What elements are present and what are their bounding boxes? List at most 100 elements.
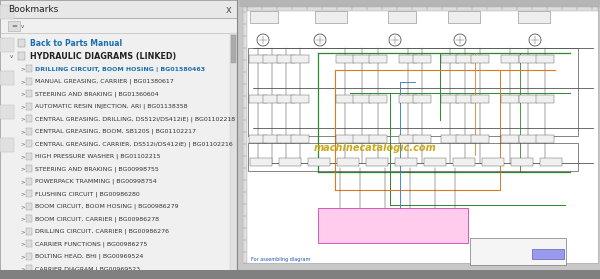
Bar <box>353 55 371 63</box>
Text: HIGH PRESSURE WASHER | BG01102215: HIGH PRESSURE WASHER | BG01102215 <box>35 154 161 159</box>
Bar <box>456 95 474 103</box>
Circle shape <box>257 34 269 46</box>
Bar <box>26 65 32 72</box>
Bar <box>399 135 417 143</box>
Bar <box>337 158 359 166</box>
Text: machinecatalogic.com: machinecatalogic.com <box>314 143 436 153</box>
Bar <box>243 7 598 263</box>
Text: >: > <box>20 254 25 259</box>
Bar <box>353 95 371 103</box>
Bar <box>399 95 417 103</box>
Bar <box>366 158 388 166</box>
Text: v: v <box>20 23 23 28</box>
Bar <box>336 95 354 103</box>
Bar <box>243 7 598 11</box>
Bar <box>413 135 431 143</box>
Text: Back to Parts Manual: Back to Parts Manual <box>30 39 122 47</box>
Text: >: > <box>20 266 25 271</box>
Text: =: = <box>11 23 17 29</box>
Text: >: > <box>20 167 25 172</box>
Bar <box>26 177 32 184</box>
Bar <box>8 21 20 31</box>
Bar <box>291 55 309 63</box>
Bar <box>471 135 489 143</box>
Text: STEERING AND BRAKING | BG01360604: STEERING AND BRAKING | BG01360604 <box>35 91 158 97</box>
Bar <box>536 95 554 103</box>
Text: >: > <box>20 204 25 209</box>
Bar <box>249 135 267 143</box>
Bar <box>536 55 554 63</box>
Bar <box>248 48 578 136</box>
Circle shape <box>454 34 466 46</box>
Bar <box>26 78 32 85</box>
Text: BOLTING HEAD, BHI | BG00969524: BOLTING HEAD, BHI | BG00969524 <box>35 254 143 259</box>
Bar <box>26 265 32 272</box>
Text: >: > <box>20 104 25 109</box>
Text: >: > <box>20 191 25 196</box>
Bar <box>26 102 32 109</box>
Bar <box>453 158 475 166</box>
Bar <box>519 95 537 103</box>
Bar <box>231 35 236 63</box>
Bar <box>501 135 519 143</box>
Circle shape <box>529 34 541 46</box>
Text: CARRIER DIAGRAM | BG00969523: CARRIER DIAGRAM | BG00969523 <box>35 266 140 272</box>
Bar <box>26 140 32 147</box>
Bar <box>26 153 32 160</box>
Text: FLUSHING CIRCUIT | BG00986280: FLUSHING CIRCUIT | BG00986280 <box>35 191 140 197</box>
Text: AUTOMATIC RESIN INJECTION, ARI | BG01138358: AUTOMATIC RESIN INJECTION, ARI | BG01138… <box>35 104 187 109</box>
Circle shape <box>389 34 401 46</box>
Text: POWERPACK TRAMMING | BG00998754: POWERPACK TRAMMING | BG00998754 <box>35 179 157 184</box>
Text: DRILLING CIRCUIT, BOOM HOSING | BG01580463: DRILLING CIRCUIT, BOOM HOSING | BG015804… <box>35 66 205 71</box>
Text: >: > <box>20 66 25 71</box>
Text: For assembling diagram: For assembling diagram <box>251 258 310 263</box>
Bar <box>395 158 417 166</box>
Bar <box>424 158 446 166</box>
Bar <box>315 11 347 23</box>
Text: >: > <box>20 154 25 159</box>
Bar <box>26 252 32 259</box>
Bar <box>291 135 309 143</box>
Text: Bookmarks: Bookmarks <box>8 6 58 15</box>
Text: v: v <box>10 54 13 59</box>
Bar <box>0 5 14 19</box>
Text: CENTRAL GREASING, BOOM, SB120S | BG01102217: CENTRAL GREASING, BOOM, SB120S | BG01102… <box>35 129 196 134</box>
Bar <box>230 33 237 279</box>
Bar <box>308 158 330 166</box>
Bar <box>518 11 550 23</box>
Bar <box>482 158 504 166</box>
Bar <box>536 135 554 143</box>
Bar <box>471 95 489 103</box>
Text: x: x <box>226 5 232 15</box>
Text: >: > <box>20 141 25 146</box>
Text: DRILLING CIRCUIT, CARRIER | BG00986276: DRILLING CIRCUIT, CARRIER | BG00986276 <box>35 229 169 234</box>
Bar <box>369 135 387 143</box>
Bar <box>18 52 25 60</box>
Bar <box>441 55 459 63</box>
Bar <box>336 55 354 63</box>
Bar <box>471 55 489 63</box>
Bar <box>456 55 474 63</box>
Bar <box>277 135 295 143</box>
Bar <box>0 0 237 279</box>
Bar <box>26 215 32 222</box>
Bar <box>26 128 32 134</box>
Bar <box>250 158 272 166</box>
Text: >: > <box>20 242 25 247</box>
Text: >: > <box>20 117 25 121</box>
Bar <box>243 7 247 263</box>
Bar <box>501 55 519 63</box>
Bar <box>277 55 295 63</box>
Bar <box>0 71 14 85</box>
Text: CENTRAL GREASING, CARRIER, DS512i/DS412iE) | BG01102216: CENTRAL GREASING, CARRIER, DS512i/DS412i… <box>35 141 233 147</box>
Bar <box>248 143 578 171</box>
Bar <box>519 55 537 63</box>
Bar <box>441 135 459 143</box>
Bar <box>501 95 519 103</box>
Bar <box>291 95 309 103</box>
Text: >: > <box>20 92 25 97</box>
Bar <box>249 95 267 103</box>
Bar <box>0 270 600 279</box>
Bar <box>369 95 387 103</box>
Text: CARRIER FUNCTIONS | BG00986275: CARRIER FUNCTIONS | BG00986275 <box>35 241 147 247</box>
